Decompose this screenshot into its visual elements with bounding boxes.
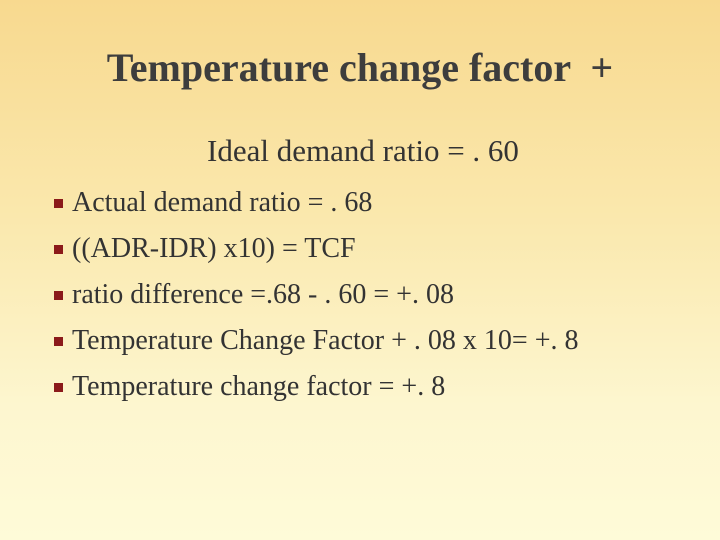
square-bullet-icon — [54, 199, 63, 208]
square-bullet-icon — [54, 337, 63, 346]
square-bullet-icon — [54, 245, 63, 254]
bullet-text: Temperature Change Factor + . 08 x 10= +… — [72, 325, 579, 356]
slide-title: Temperature change factor + — [106, 45, 614, 90]
slide-subtitle: Ideal demand ratio = . 60 — [207, 133, 519, 168]
square-bullet-icon — [54, 291, 63, 300]
bullet-text: ratio difference =.68 - . 60 = +. 08 — [72, 279, 454, 310]
square-bullet-icon — [54, 383, 63, 392]
bullet-text: Actual demand ratio = . 68 — [72, 187, 373, 218]
bullet-text: Temperature change factor = +. 8 — [72, 371, 446, 402]
bullet-text: ((ADR-IDR) x10) = TCF — [72, 233, 356, 264]
